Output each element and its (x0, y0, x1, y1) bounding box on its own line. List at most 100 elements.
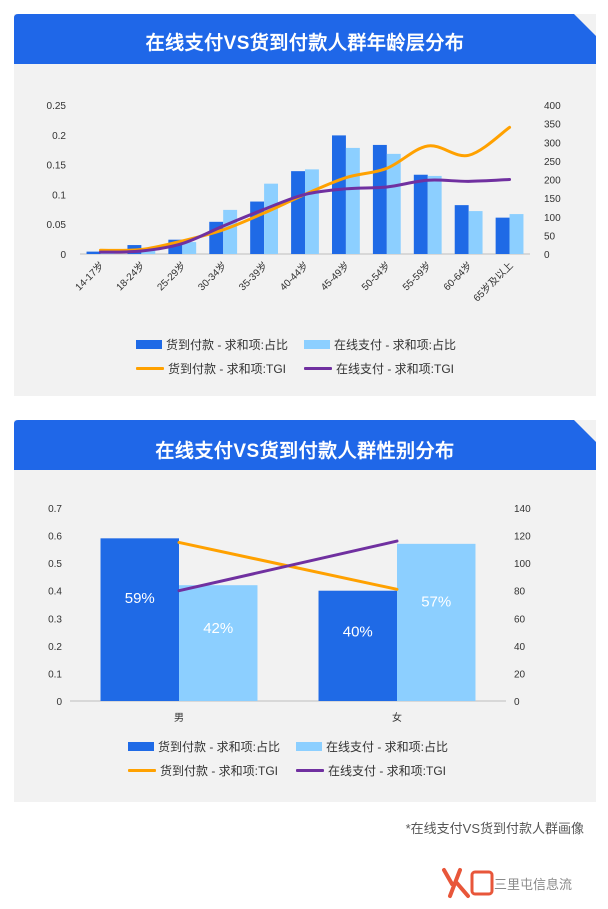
y-tick-label: 0.2 (48, 642, 62, 653)
x-tick-label: 40-44岁 (277, 259, 311, 293)
bar (413, 174, 428, 254)
legend-swatch (304, 367, 332, 370)
y2-tick-label: 0 (544, 250, 550, 261)
legend-swatch (296, 769, 324, 772)
x-tick-label: 65岁及以上 (470, 259, 515, 304)
legend-swatch (128, 769, 156, 772)
legend-label: 货到付款 - 求和项:TGI (168, 362, 286, 376)
legend-swatch (136, 340, 162, 349)
data-label: 40% (343, 623, 373, 640)
legend-item-cod-tgi: 货到付款 - 求和项:TGI (136, 360, 286, 377)
y2-tick-label: 0 (514, 697, 520, 708)
legend-label: 货到付款 - 求和项:占比 (166, 338, 288, 352)
y-tick-label: 0.1 (52, 190, 66, 201)
x-tick-label: 35-39岁 (236, 259, 270, 293)
gender-chart-legend: 货到付款 - 求和项:占比 在线支付 - 求和项:占比 货到付款 - 求和项:T… (14, 738, 596, 778)
series-line (177, 539, 399, 593)
bar (318, 590, 397, 701)
legend-label: 货到付款 - 求和项:TGI (160, 764, 278, 778)
y2-tick-label: 60 (514, 614, 526, 625)
x-tick-label: 男 (174, 712, 184, 724)
y-tick-label: 0.4 (48, 587, 62, 598)
y-tick-label: 0.6 (48, 532, 62, 543)
gender-chart: 0 0.1 0.2 0.3 0.4 0.5 0.6 0.7 0 20 40 60 80 100 120 140… (48, 504, 531, 724)
legend-label: 在线支付 - 求和项:TGI (328, 764, 446, 778)
bar (223, 209, 238, 254)
series-line (98, 178, 512, 254)
legend-item-online-share: 在线支付 - 求和项:占比 (296, 738, 448, 755)
banner-shape (14, 14, 596, 64)
y-tick-label: 0.7 (48, 504, 62, 515)
y-tick-label: 0.05 (47, 220, 67, 231)
y2-tick-label: 250 (544, 157, 561, 168)
y2-tick-label: 350 (544, 120, 561, 131)
watermark-text: 三里屯信息流 (494, 877, 573, 892)
x-tick-label: 50-54岁 (359, 259, 393, 293)
y-tick-label: 0.15 (47, 161, 67, 172)
y-tick-label: 0.1 (48, 669, 62, 680)
x-tick-label: 30-34岁 (195, 259, 229, 293)
x-tick-label: 45-49岁 (318, 259, 352, 293)
y-tick-label: 0.25 (47, 101, 67, 112)
watermark: 三里屯信息流 (438, 862, 598, 902)
legend-label: 货到付款 - 求和项:占比 (158, 740, 280, 754)
legend-swatch (128, 742, 154, 751)
legend-swatch (136, 367, 164, 370)
bar (305, 169, 319, 254)
y2-tick-label: 140 (514, 504, 531, 515)
bar (100, 538, 179, 701)
y2-tick-label: 40 (514, 642, 526, 653)
y2-tick-label: 400 (544, 101, 561, 112)
banner-shape (14, 420, 596, 470)
x-tick-label: 18-24岁 (113, 259, 147, 293)
legend-item-cod-share: 货到付款 - 求和项:占比 (128, 738, 280, 755)
y2-tick-label: 300 (544, 138, 561, 149)
legend-item-online-share: 在线支付 - 求和项:占比 (304, 336, 456, 353)
bar (332, 135, 346, 254)
bar (386, 153, 401, 254)
legend-label: 在线支付 - 求和项:TGI (336, 362, 454, 376)
y-tick-label: 0.2 (52, 131, 66, 142)
watermark-logo (442, 868, 494, 898)
x-tick-label: 25-29岁 (154, 259, 188, 293)
data-label: 59% (125, 590, 155, 607)
bar (179, 585, 258, 701)
legend-item-cod-share: 货到付款 - 求和项:占比 (136, 336, 288, 353)
bar (182, 242, 197, 254)
y2-tick-label: 20 (514, 669, 526, 680)
bar (427, 175, 442, 254)
x-tick-label: 14-17岁 (72, 259, 106, 293)
bar (372, 144, 387, 254)
x-tick-label: 60-64岁 (440, 259, 474, 293)
y-tick-label: 0.3 (48, 614, 62, 625)
y2-tick-label: 100 (514, 559, 531, 570)
age-chart-title: 在线支付VS货到付款人群年龄层分布 (145, 33, 465, 54)
legend-item-online-tgi: 在线支付 - 求和项:TGI (296, 762, 446, 779)
bar (495, 217, 510, 254)
data-label: 42% (203, 620, 233, 637)
age-chart: 0 0.05 0.1 0.15 0.2 0.25 0 50 100 150 200 250 300 350… (47, 101, 562, 304)
age-chart-legend: 货到付款 - 求和项:占比 在线支付 - 求和项:占比 货到付款 - 求和项:T… (14, 336, 596, 376)
y2-tick-label: 150 (544, 194, 561, 205)
y-tick-label: 0.5 (48, 559, 62, 570)
bar (291, 171, 305, 254)
y-tick-label: 0 (56, 697, 62, 708)
bar (264, 183, 278, 254)
legend-item-online-tgi: 在线支付 - 求和项:TGI (304, 360, 454, 377)
y2-tick-label: 50 (544, 231, 556, 242)
legend-item-cod-tgi: 货到付款 - 求和项:TGI (128, 762, 278, 779)
gender-chart-banner: 在线支付VS货到付款人群性别分布 (14, 420, 596, 470)
legend-swatch (296, 742, 322, 751)
x-tick-label: 女 (392, 711, 402, 724)
data-label: 57% (421, 593, 451, 610)
gender-chart-panel: 在线支付VS货到付款人群性别分布 0 0.1 0.2 0.3 0.4 0.5 0.6 0.7 0… (14, 420, 596, 802)
bar (454, 205, 469, 254)
y2-tick-label: 80 (514, 587, 526, 598)
bar (468, 211, 483, 254)
bar (509, 214, 524, 254)
age-chart-banner: 在线支付VS货到付款人群年龄层分布 (14, 14, 596, 64)
legend-swatch (304, 340, 330, 349)
y2-tick-label: 200 (544, 176, 561, 187)
x-tick-label: 55-59岁 (399, 259, 433, 293)
y2-tick-label: 100 (544, 213, 561, 224)
